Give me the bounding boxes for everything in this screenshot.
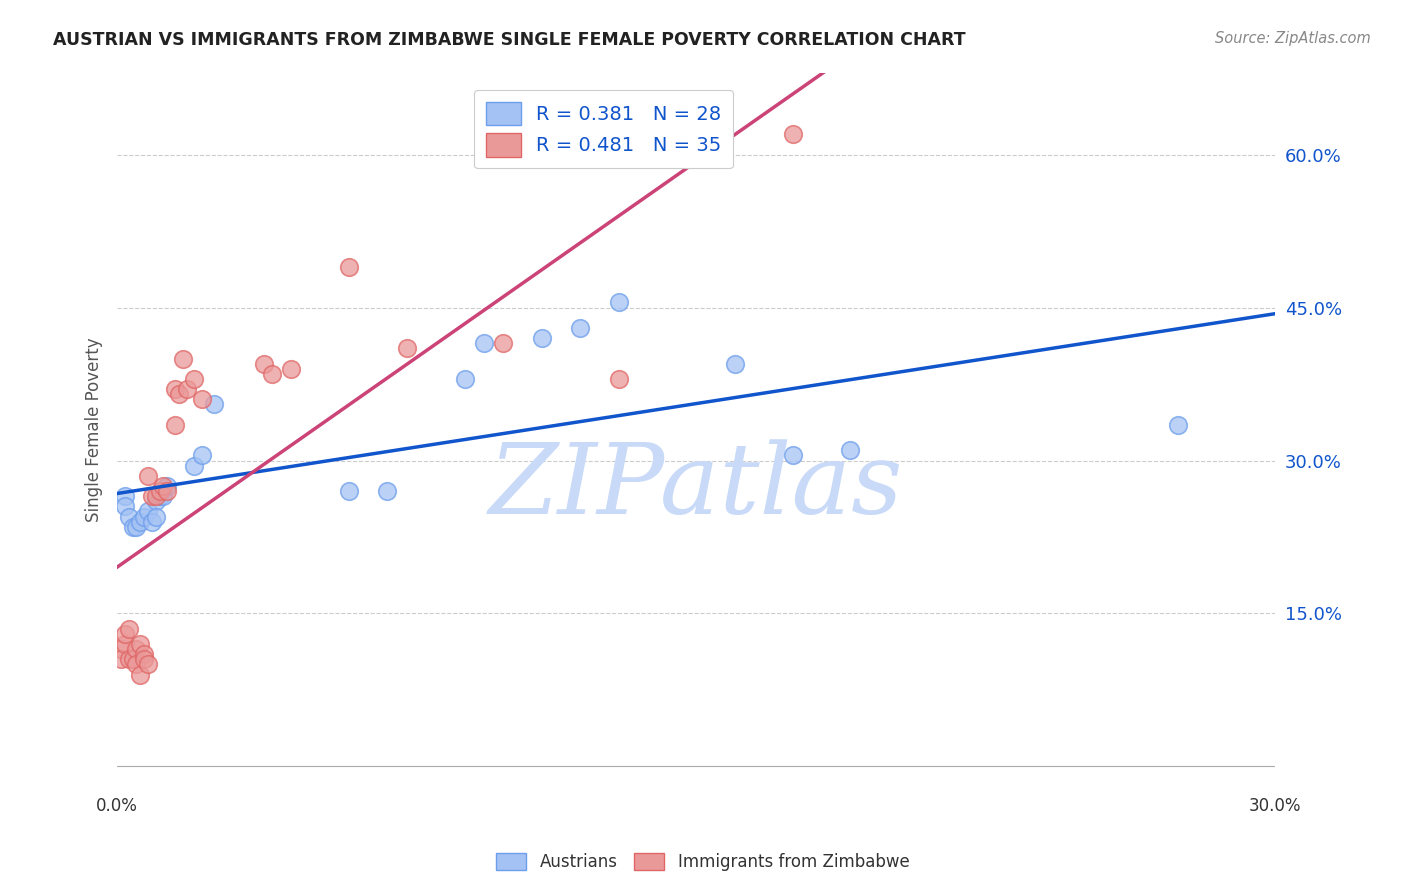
Point [134, 509, 156, 524]
Point [191, 392, 214, 407]
Point [125, 642, 148, 657]
Point [183, 372, 205, 386]
Point [125, 520, 148, 534]
Point [260, 367, 283, 381]
Point [114, 637, 136, 651]
Text: ZIPatlas: ZIPatlas [489, 440, 903, 534]
Point [134, 647, 156, 661]
Point [375, 484, 398, 499]
Point [337, 484, 360, 499]
Point [129, 515, 152, 529]
Point [724, 357, 747, 371]
Point [253, 357, 276, 371]
Point [782, 449, 804, 463]
Point [129, 667, 152, 681]
Point [156, 484, 179, 499]
Y-axis label: Single Female Poverty: Single Female Poverty [86, 337, 103, 522]
Point [607, 295, 630, 310]
Point [530, 331, 553, 345]
Point [183, 458, 205, 473]
Text: AUSTRIAN VS IMMIGRANTS FROM ZIMBABWE SINGLE FEMALE POVERTY CORRELATION CHART: AUSTRIAN VS IMMIGRANTS FROM ZIMBABWE SIN… [53, 31, 966, 49]
Point [136, 657, 159, 672]
Point [172, 351, 194, 366]
Point [145, 494, 167, 508]
Point [118, 652, 141, 666]
Point [136, 468, 159, 483]
Point [782, 127, 804, 141]
Point [280, 361, 302, 376]
Point [191, 449, 214, 463]
Point [453, 372, 475, 386]
Point [110, 642, 132, 657]
Point [121, 520, 143, 534]
Point [118, 509, 141, 524]
Point [134, 652, 156, 666]
Point [110, 652, 132, 666]
Point [152, 489, 174, 503]
Point [607, 372, 630, 386]
Point [202, 397, 225, 411]
Point [165, 417, 187, 432]
Point [1167, 417, 1189, 432]
Point [114, 627, 136, 641]
Point [167, 387, 190, 401]
Point [141, 515, 163, 529]
Point [839, 443, 862, 458]
Text: Source: ZipAtlas.com: Source: ZipAtlas.com [1215, 31, 1371, 46]
Point [114, 500, 136, 514]
Point [129, 637, 152, 651]
Legend: Austrians, Immigrants from Zimbabwe: Austrians, Immigrants from Zimbabwe [488, 845, 918, 880]
Point [472, 336, 495, 351]
Point [114, 489, 136, 503]
Point [395, 341, 418, 355]
Point [145, 509, 167, 524]
Point [141, 489, 163, 503]
Point [152, 479, 174, 493]
Point [121, 652, 143, 666]
Point [118, 622, 141, 636]
Point [165, 382, 187, 396]
Point [136, 504, 159, 518]
Point [149, 484, 172, 499]
Point [569, 321, 592, 335]
Point [156, 479, 179, 493]
Point [492, 336, 515, 351]
Legend: R = 0.381   N = 28, R = 0.481   N = 35: R = 0.381 N = 28, R = 0.481 N = 35 [474, 90, 733, 169]
Point [149, 489, 172, 503]
Point [145, 489, 167, 503]
Point [125, 657, 148, 672]
Point [176, 382, 198, 396]
Point [337, 260, 360, 274]
